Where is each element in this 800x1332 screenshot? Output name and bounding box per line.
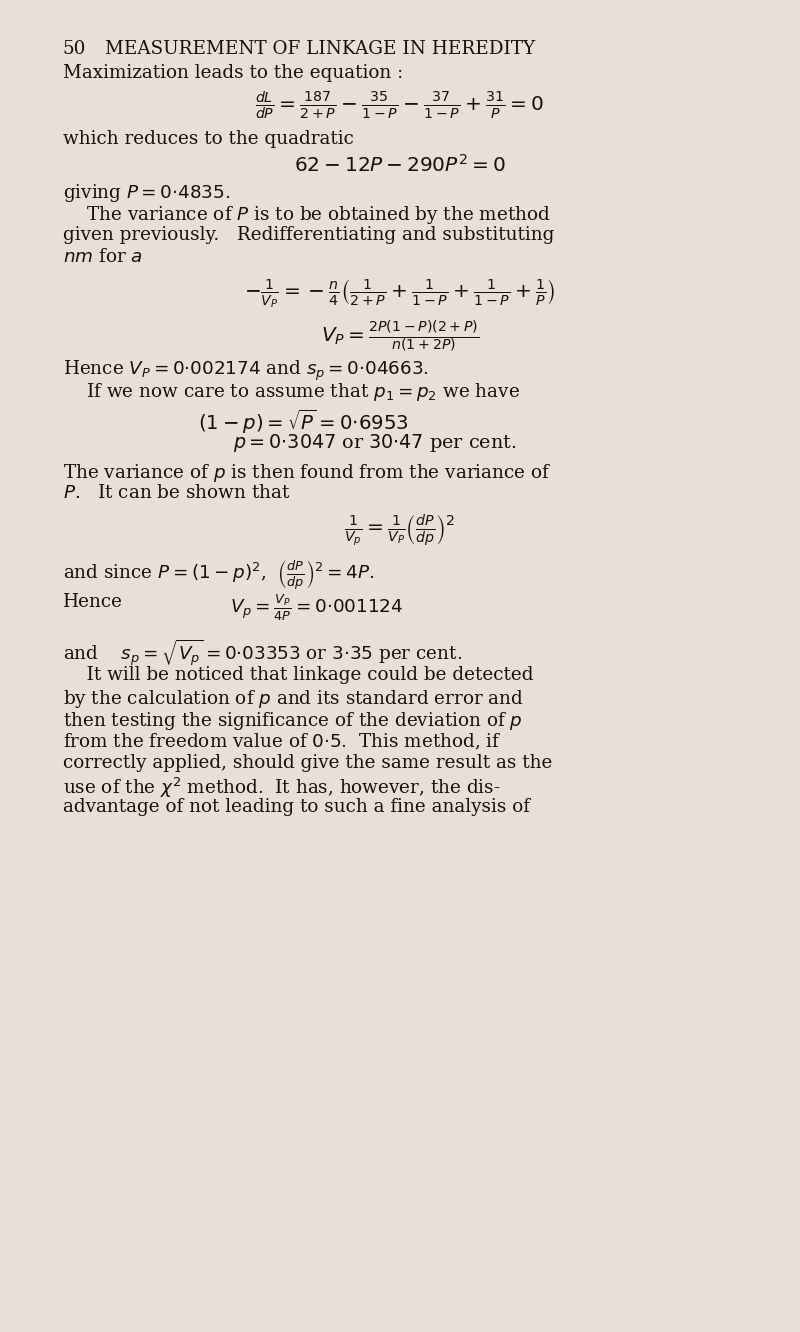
Text: advantage of not leading to such a fine analysis of: advantage of not leading to such a fine … [63, 798, 530, 817]
Text: The variance of $P$ is to be obtained by the method: The variance of $P$ is to be obtained by… [63, 205, 550, 226]
Text: $V_P = \frac{2P(1-P)(2+P)}{n(1+2P)}$: $V_P = \frac{2P(1-P)(2+P)}{n(1+2P)}$ [321, 318, 479, 354]
Text: $\frac{1}{V_p} = \frac{1}{V_P}\left(\frac{dP}{dp}\right)^{2}$: $\frac{1}{V_p} = \frac{1}{V_P}\left(\fra… [345, 511, 455, 547]
Text: $-\frac{1}{V_P} = -\frac{n}{4}\left(\frac{1}{2+P} + \frac{1}{1-P} + \frac{1}{1-P: $-\frac{1}{V_P} = -\frac{n}{4}\left(\fra… [244, 278, 556, 310]
Text: $P$.   It can be shown that: $P$. It can be shown that [63, 484, 290, 502]
Text: given previously.   Redifferentiating and substituting: given previously. Redifferentiating and … [63, 226, 554, 245]
Text: $V_p = \frac{V_P}{4P} = 0{\cdot}001124$: $V_p = \frac{V_P}{4P} = 0{\cdot}001124$ [230, 593, 403, 623]
Text: 50: 50 [63, 40, 86, 59]
Text: correctly applied, should give the same result as the: correctly applied, should give the same … [63, 754, 552, 773]
Text: giving $P = 0{\cdot}4835$.: giving $P = 0{\cdot}4835$. [63, 182, 230, 204]
Text: and    $s_p = \sqrt{V_p} = 0{\cdot}03353$ or $3{\cdot}35$ per cent.: and $s_p = \sqrt{V_p} = 0{\cdot}03353$ o… [63, 638, 462, 669]
Text: which reduces to the quadratic: which reduces to the quadratic [63, 129, 354, 148]
Text: and since $P = (1 - p)^2$,  $\left(\frac{dP}{dp}\right)^{2} = 4P$.: and since $P = (1 - p)^2$, $\left(\frac{… [63, 559, 374, 593]
Text: $nm$ for $a$: $nm$ for $a$ [63, 249, 143, 266]
Text: $(1 - p) = \sqrt{P} = 0{\cdot}6953$: $(1 - p) = \sqrt{P} = 0{\cdot}6953$ [198, 408, 409, 436]
Text: $p = 0{\cdot}3047$ or $30{\cdot}47$ per cent.: $p = 0{\cdot}3047$ or $30{\cdot}47$ per … [233, 432, 516, 454]
Text: then testing the significance of the deviation of $p$: then testing the significance of the dev… [63, 710, 522, 733]
Text: from the freedom value of $0{\cdot}5$.  This method, if: from the freedom value of $0{\cdot}5$. T… [63, 733, 502, 753]
Text: by the calculation of $p$ and its standard error and: by the calculation of $p$ and its standa… [63, 689, 524, 710]
Text: Hence: Hence [63, 593, 123, 611]
Text: $62 - 12P - 290P^2 = 0$: $62 - 12P - 290P^2 = 0$ [294, 153, 506, 176]
Text: The variance of $p$ is then found from the variance of: The variance of $p$ is then found from t… [63, 462, 551, 484]
Text: $\frac{dL}{dP} = \frac{187}{2+P} - \frac{35}{1-P} - \frac{37}{1-P} + \frac{31}{P: $\frac{dL}{dP} = \frac{187}{2+P} - \frac… [255, 91, 545, 123]
Text: use of the $\chi^2$ method.  It has, however, the dis-: use of the $\chi^2$ method. It has, howe… [63, 777, 501, 801]
Text: MEASUREMENT OF LINKAGE IN HEREDITY: MEASUREMENT OF LINKAGE IN HEREDITY [105, 40, 535, 59]
Text: If we now care to assume that $p_1 = p_2$ we have: If we now care to assume that $p_1 = p_2… [63, 381, 520, 404]
Text: Hence $V_P = 0{\cdot}002174$ and $s_p = 0{\cdot}04663$.: Hence $V_P = 0{\cdot}002174$ and $s_p = … [63, 360, 429, 384]
Text: Maximization leads to the equation :: Maximization leads to the equation : [63, 64, 403, 81]
Text: It will be noticed that linkage could be detected: It will be noticed that linkage could be… [63, 666, 534, 685]
